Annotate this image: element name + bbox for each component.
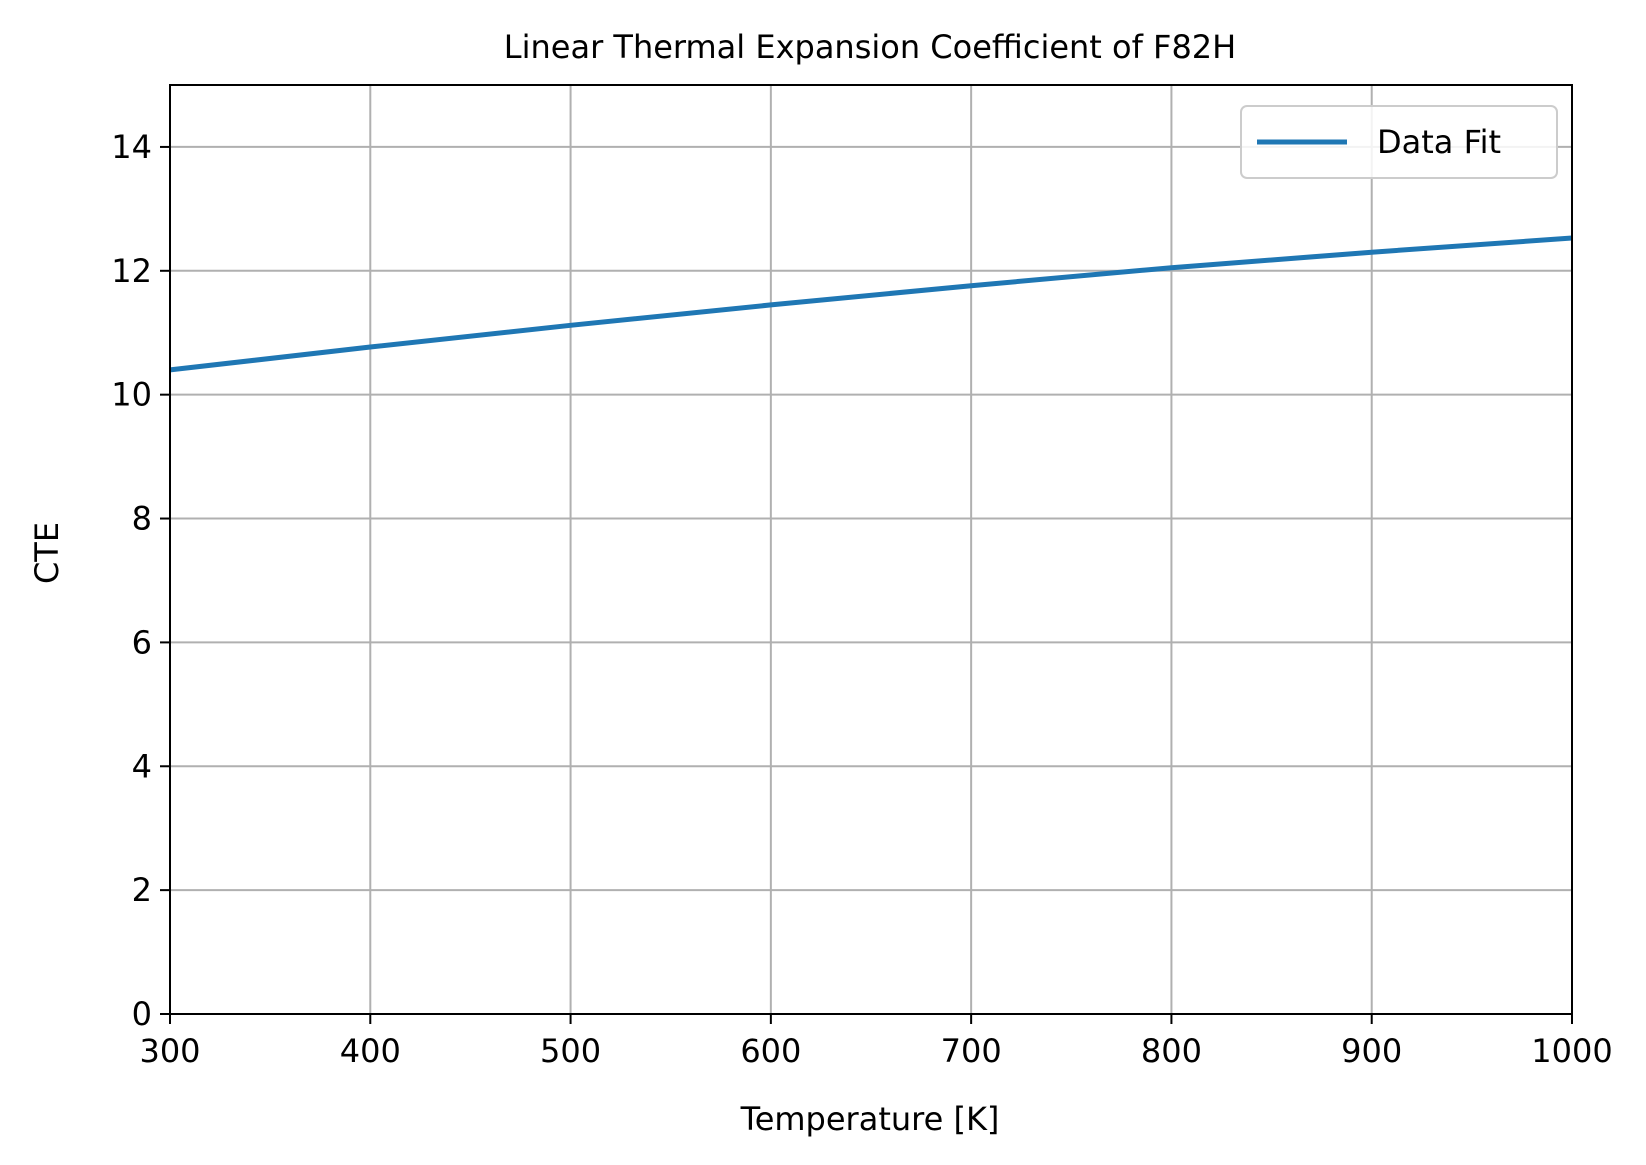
- y-tick-label: 0: [132, 995, 152, 1033]
- y-tick-label: 12: [111, 252, 152, 290]
- chart-title: Linear Thermal Expansion Coefficient of …: [504, 28, 1236, 66]
- y-axis-label: CTE: [28, 522, 66, 584]
- x-axis-label: Temperature [K]: [740, 1100, 1000, 1138]
- axes-frame: [169, 84, 1573, 1015]
- y-tick-label: 8: [132, 500, 152, 538]
- y-tick-label: 14: [111, 128, 152, 166]
- x-tick-label: 800: [1141, 1032, 1202, 1070]
- y-tick-label: 6: [132, 623, 152, 661]
- y-tick-label: 4: [132, 747, 152, 785]
- x-tick-label: 400: [340, 1032, 401, 1070]
- x-tick-label: 500: [540, 1032, 601, 1070]
- y-tick-label: 2: [132, 871, 152, 909]
- axis-ticks: 300 400 500 600 700 800 900 1000 0 2 4 6 8 10 12 14: [111, 128, 1612, 1070]
- x-tick-label: 300: [139, 1032, 200, 1070]
- plot-area: [169, 235, 1573, 373]
- legend: Data Fit: [1240, 105, 1558, 179]
- x-tick-label: 700: [941, 1032, 1002, 1070]
- x-tick-label: 600: [740, 1032, 801, 1070]
- legend-label: Data Fit: [1377, 123, 1501, 161]
- x-tick-label: 900: [1341, 1032, 1402, 1070]
- y-tick-label: 10: [111, 376, 152, 414]
- legend-box: [1240, 105, 1558, 179]
- x-tick-label: 1000: [1531, 1032, 1612, 1070]
- series-line-data-fit: [169, 235, 1573, 373]
